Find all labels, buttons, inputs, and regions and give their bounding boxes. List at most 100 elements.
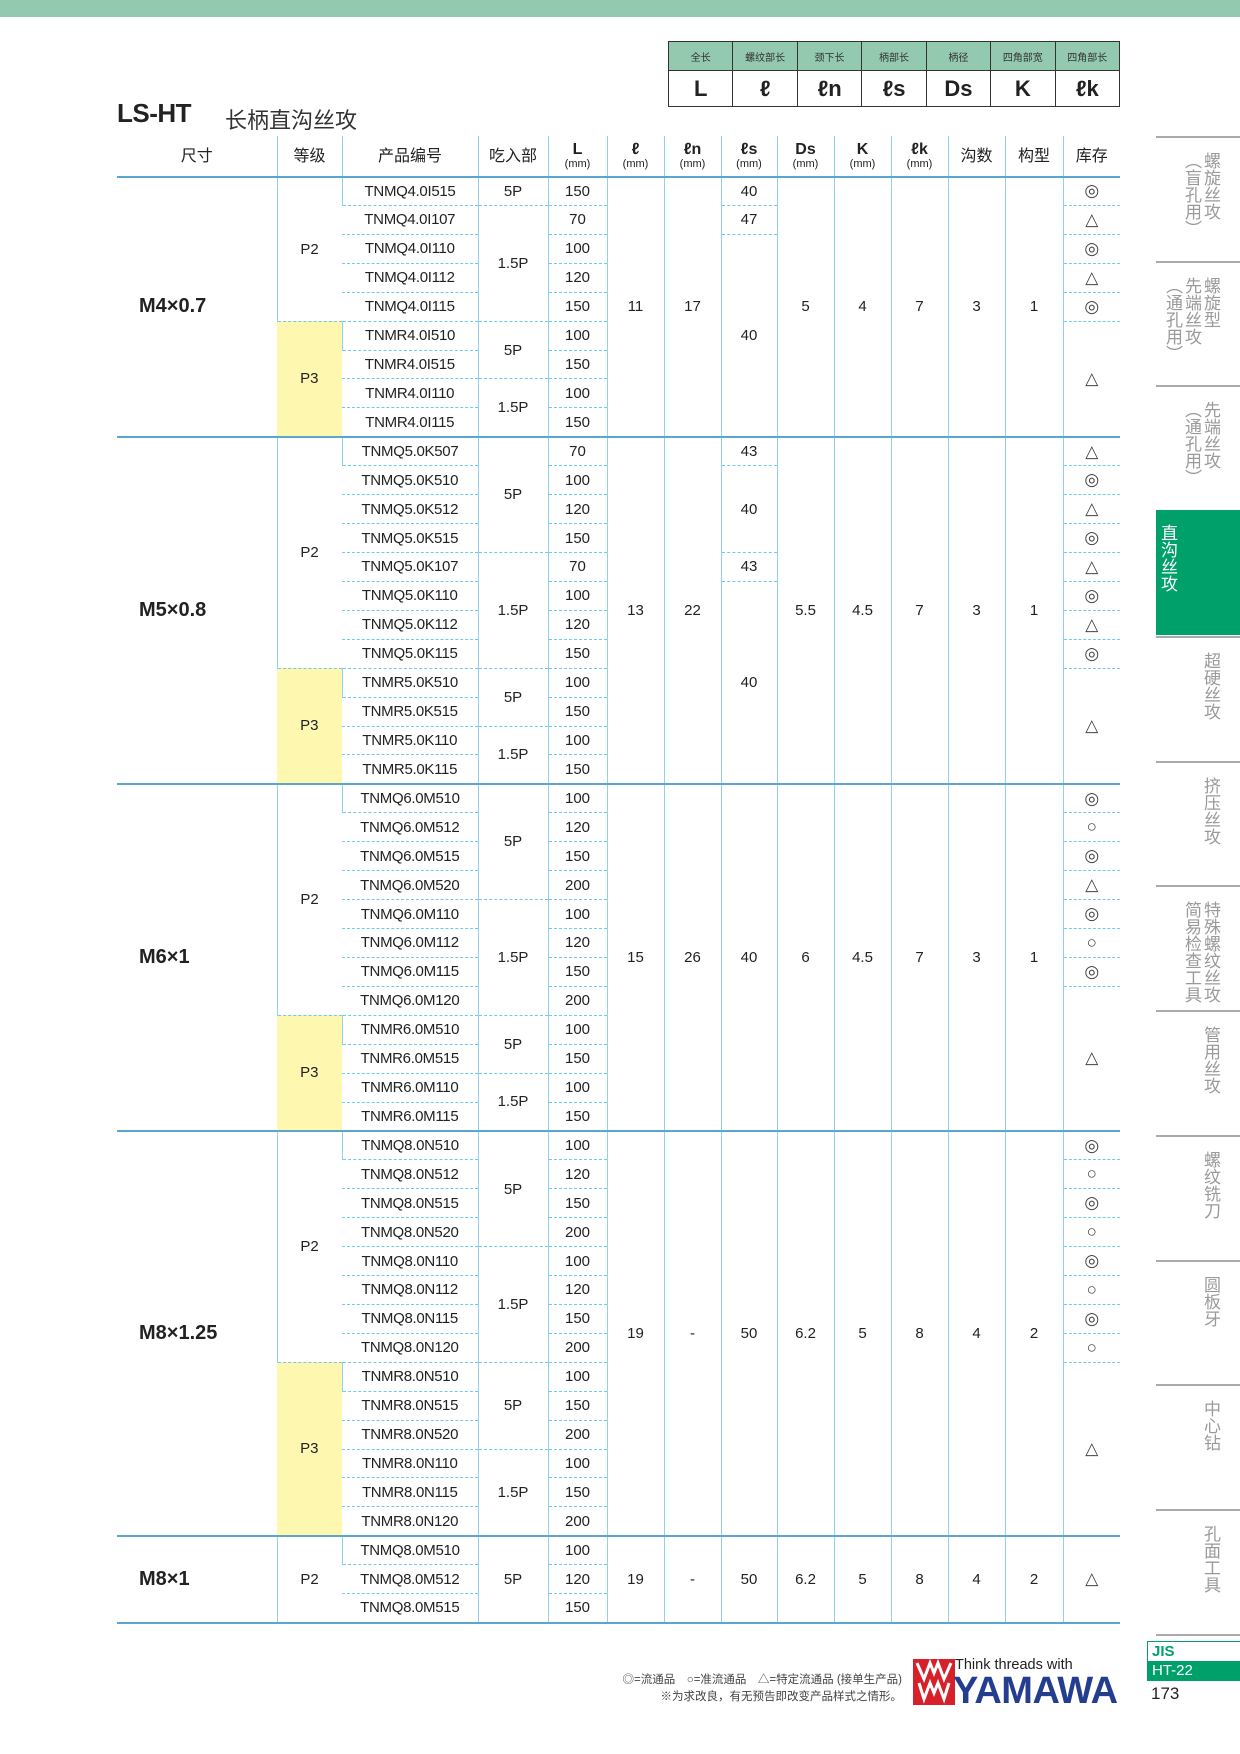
sidebar-tab-line: 孔面工具 bbox=[1201, 1525, 1220, 1593]
length-L-cell: 150 bbox=[547, 957, 607, 987]
stock-cell: ◎ bbox=[1062, 1304, 1120, 1334]
shank-length-cell: 40 bbox=[720, 581, 777, 785]
shank-diameter-cell: 6 bbox=[776, 783, 834, 1132]
chamfer-cell: 1.5P bbox=[477, 378, 548, 438]
stock-cell: △ bbox=[1062, 205, 1120, 235]
length-L-cell: 100 bbox=[547, 1073, 607, 1103]
length-L-cell: 150 bbox=[547, 1102, 607, 1132]
table-row: TNMR5.0K115 150 bbox=[117, 754, 1120, 785]
sidebar-tab-label: 管用丝攻 bbox=[1201, 1026, 1220, 1094]
length-L-cell: 200 bbox=[547, 870, 607, 901]
type-cell: 2 bbox=[1004, 1130, 1063, 1537]
table-row: TNMQ8.0M515 150 bbox=[117, 1593, 1120, 1624]
column-header: 吃入部 bbox=[477, 136, 548, 178]
length-L-cell: 200 bbox=[547, 1506, 607, 1537]
stock-cell: ○ bbox=[1062, 1159, 1120, 1190]
grade-cell: P2 bbox=[276, 436, 342, 669]
sidebar-tab[interactable]: 特殊螺纹丝攻 简易检查工具 bbox=[1156, 885, 1240, 1010]
stock-cell: ○ bbox=[1062, 928, 1120, 958]
shank-length-cell: 43 bbox=[720, 436, 777, 467]
legend-symbol: K bbox=[990, 70, 1056, 107]
length-L-cell: 100 bbox=[547, 1246, 607, 1277]
legend-symbol: ℓ bbox=[732, 70, 798, 107]
stock-cell: ○ bbox=[1062, 1333, 1120, 1363]
product-code: TNMR5.0K115 bbox=[342, 754, 478, 785]
column-header-unit: (mm) bbox=[679, 157, 706, 170]
stock-cell: ◎ bbox=[1062, 523, 1120, 553]
chamfer-cell: 1.5P bbox=[477, 552, 548, 669]
table-row: TNMQ8.0M512 120 bbox=[117, 1564, 1120, 1595]
stock-cell: △ bbox=[1062, 986, 1120, 1132]
column-header-label: ℓs bbox=[740, 141, 758, 159]
grade-cell: P2 bbox=[276, 176, 342, 322]
product-code: TNMQ6.0M520 bbox=[342, 870, 478, 901]
shank-length-cell: 50 bbox=[720, 1535, 777, 1624]
flutes-cell: 4 bbox=[947, 1535, 1005, 1624]
product-code: TNMQ8.0N115 bbox=[342, 1304, 478, 1334]
table-row: TNMQ8.0N115 150 ◎ bbox=[117, 1304, 1120, 1334]
product-code: TNMR5.0K515 bbox=[342, 697, 478, 727]
product-code: TNMR8.0N515 bbox=[342, 1391, 478, 1421]
column-header-label: ℓn bbox=[683, 141, 702, 159]
table-row: TNMQ5.0K107 1.5P 70 43 △ bbox=[117, 552, 1120, 669]
product-code: TNMR8.0N115 bbox=[342, 1477, 478, 1508]
table-row: TNMR6.0M115 150 bbox=[117, 1102, 1120, 1132]
length-L-cell: 100 bbox=[547, 1535, 607, 1566]
chamfer-cell: 1.5P bbox=[477, 1073, 548, 1132]
sidebar-tab[interactable]: 直沟丝攻 bbox=[1156, 510, 1240, 635]
legend-symbol: ℓk bbox=[1054, 70, 1121, 107]
sidebar-tab[interactable]: 螺纹铣刀 bbox=[1156, 1135, 1240, 1260]
size-cell: M8×1.25 bbox=[117, 1130, 277, 1537]
sidebar-tab-line: 挤压丝攻 bbox=[1201, 777, 1220, 845]
thread-length-cell: 15 bbox=[606, 783, 664, 1132]
thread-length-cell: 13 bbox=[606, 436, 664, 785]
size-cell: M4×0.7 bbox=[117, 176, 277, 438]
column-header-label: 等级 bbox=[293, 147, 326, 165]
flutes-cell: 3 bbox=[947, 436, 1005, 785]
length-L-cell: 150 bbox=[547, 523, 607, 553]
table-row: TNMR5.0K515 150 bbox=[117, 697, 1120, 727]
length-L-cell: 150 bbox=[547, 697, 607, 727]
length-L-cell: 150 bbox=[547, 639, 607, 669]
grade-cell: P2 bbox=[276, 1535, 342, 1624]
table-row: TNMR8.0N120 200 bbox=[117, 1506, 1120, 1537]
product-code: TNMQ6.0M112 bbox=[342, 928, 478, 958]
table-row: M8×1.25 P2 TNMQ8.0N510 5P 100 19-50 6.2 5 8 4 2 ◎ bbox=[117, 1130, 1120, 1537]
type-cell: 1 bbox=[1004, 436, 1063, 785]
sidebar-tab[interactable]: 挤压丝攻 bbox=[1156, 761, 1240, 886]
sidebar-tab-label: 超硬丝攻 bbox=[1201, 652, 1220, 720]
table-row: TNMQ4.0I112 120 △ bbox=[117, 263, 1120, 293]
sidebar-tab[interactable]: 超硬丝攻 bbox=[1156, 636, 1240, 761]
sidebar-tab[interactable]: 孔面工具 bbox=[1156, 1509, 1240, 1634]
table-row: TNMQ4.0I107 1.5P 70 47 △ bbox=[117, 205, 1120, 322]
legend-symbol: Ds bbox=[925, 70, 992, 107]
product-code: TNMR4.0I515 bbox=[342, 350, 478, 380]
size-cell: M5×0.8 bbox=[117, 436, 277, 785]
length-L-cell: 120 bbox=[547, 928, 607, 958]
sidebar-tab[interactable]: 螺旋丝攻 （盲孔用） bbox=[1156, 136, 1240, 261]
product-code: TNMQ4.0I515 bbox=[341, 176, 478, 206]
product-code: TNMR8.0N120 bbox=[342, 1506, 478, 1537]
legend-header: 螺纹部长 bbox=[732, 41, 798, 71]
stock-cell: △ bbox=[1062, 321, 1120, 438]
sidebar-tab-label: 先端丝攻 （通孔用） bbox=[1182, 401, 1220, 486]
sidebar-tab[interactable]: 螺旋型 先端丝攻 （通孔用） bbox=[1156, 261, 1240, 386]
product-code: TNMR4.0I115 bbox=[342, 407, 478, 438]
column-header: 产品编号 bbox=[341, 136, 478, 178]
column-header-label: 产品编号 bbox=[377, 147, 442, 165]
sidebar-tab[interactable]: 先端丝攻 （通孔用） bbox=[1156, 385, 1240, 510]
grade-cell: P2 bbox=[276, 783, 342, 1016]
product-code: TNMQ6.0M512 bbox=[342, 812, 478, 843]
product-code: TNMQ8.0N120 bbox=[342, 1333, 478, 1363]
sidebar-tab[interactable]: 管用丝攻 bbox=[1156, 1010, 1240, 1135]
square-width-cell: 4 bbox=[833, 176, 891, 438]
legend-header: 柄部长 bbox=[861, 41, 927, 71]
length-L-cell: 150 bbox=[547, 1593, 607, 1624]
sidebar-tab[interactable]: 圆板牙 bbox=[1156, 1260, 1240, 1385]
table-row: TNMR8.0N115 150 bbox=[117, 1477, 1120, 1508]
table-row: TNMR6.0M110 1.5P 100 bbox=[117, 1073, 1120, 1132]
column-header: ℓ (mm) bbox=[606, 136, 664, 178]
square-width-cell: 5 bbox=[833, 1130, 891, 1537]
sidebar-tab[interactable]: 中心钻 bbox=[1156, 1384, 1240, 1509]
product-code: TNMR8.0N110 bbox=[342, 1449, 478, 1479]
